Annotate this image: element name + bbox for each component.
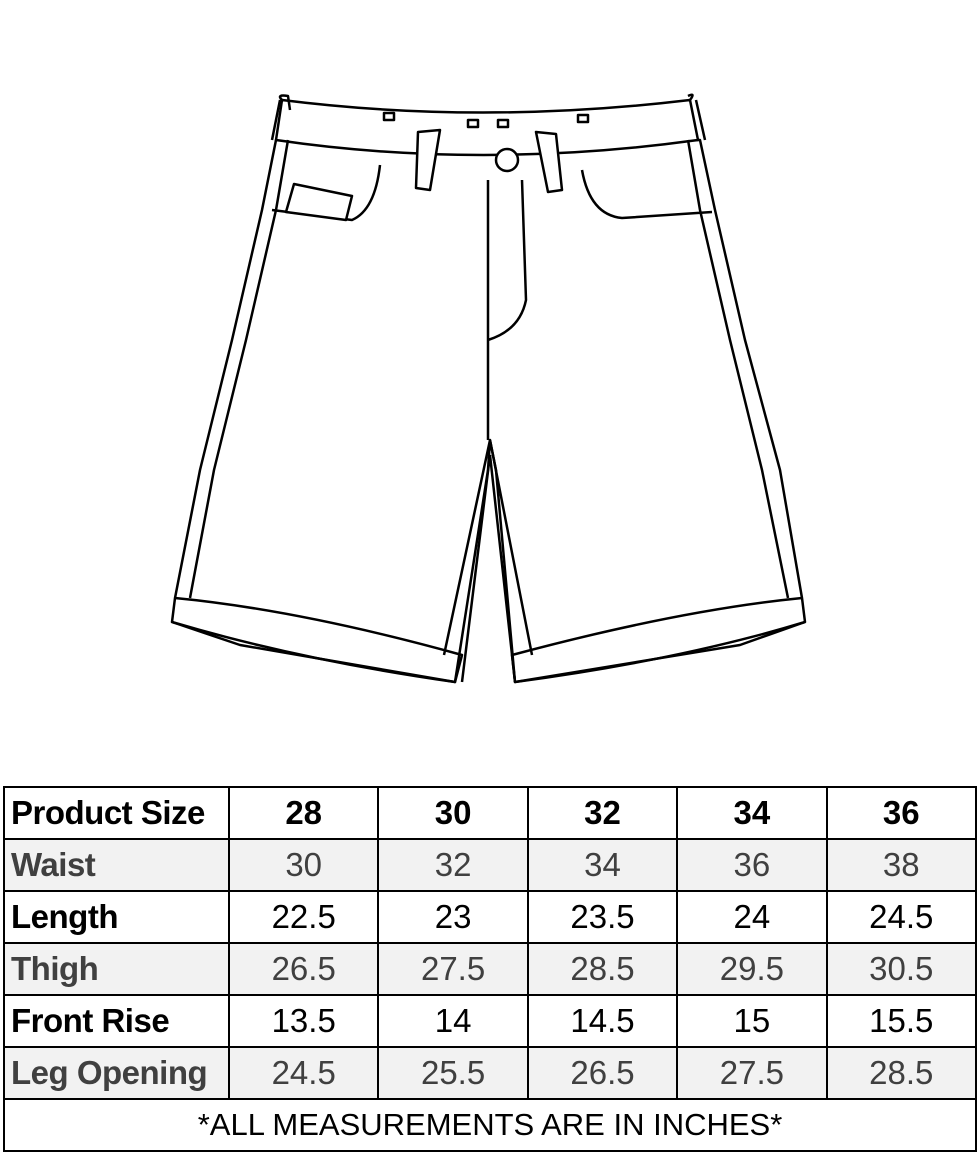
cell: 38: [825, 838, 978, 892]
cell: 24.5: [825, 890, 978, 944]
shorts-illustration: [170, 93, 807, 684]
table-row: Thigh 26.5 27.5 28.5 29.5 30.5: [3, 942, 978, 996]
cell: 28.5: [526, 942, 679, 996]
size-chart-table: Product Size 28 30 32 34 36 Waist 30 32 …: [3, 786, 978, 1152]
measurement-note: *ALL MEASUREMENTS ARE IN INCHES*: [3, 1098, 977, 1152]
table-header-row: Product Size 28 30 32 34 36: [3, 786, 978, 840]
table-row: Length 22.5 23 23.5 24 24.5: [3, 890, 978, 944]
size-header: 34: [676, 786, 828, 840]
cell: 28.5: [825, 1046, 978, 1100]
belt-loop-right: [534, 130, 564, 194]
header-label: Product Size: [3, 786, 230, 840]
size-header: 30: [377, 786, 529, 840]
cell: 13.5: [227, 994, 380, 1048]
size-header: 36: [825, 786, 978, 840]
cell: 23: [377, 890, 529, 944]
row-label: Length: [3, 890, 230, 944]
cell: 36: [676, 838, 828, 892]
button: [494, 147, 520, 173]
cell: 22.5: [227, 890, 380, 944]
waistband: [274, 98, 700, 157]
cell: 27.5: [676, 1046, 828, 1100]
table-row: Front Rise 13.5 14 14.5 15 15.5: [3, 994, 978, 1048]
cell: 30.5: [825, 942, 978, 996]
cell: 15.5: [825, 994, 978, 1048]
cell: 24: [676, 890, 828, 944]
size-header: 28: [227, 786, 380, 840]
cell: 30: [227, 838, 380, 892]
belt-loop-left: [414, 128, 442, 192]
left-pocket: [271, 164, 382, 222]
cell: 23.5: [526, 890, 679, 944]
cell: 25.5: [377, 1046, 529, 1100]
row-label: Front Rise: [3, 994, 230, 1048]
cell: 26.5: [227, 942, 380, 996]
left-cuff: [171, 596, 464, 684]
coin-pocket: [284, 182, 354, 222]
cell: 34: [526, 838, 679, 892]
cell: 15: [676, 994, 828, 1048]
table-row: Waist 30 32 34 36 38: [3, 838, 978, 892]
fly: [486, 179, 528, 440]
cell: 32: [377, 838, 529, 892]
size-header: 32: [526, 786, 679, 840]
row-label: Leg Opening: [3, 1046, 230, 1100]
cell: 27.5: [377, 942, 529, 996]
cell: 14: [377, 994, 529, 1048]
cell: 14.5: [526, 994, 679, 1048]
cell: 24.5: [227, 1046, 380, 1100]
row-label: Thigh: [3, 942, 230, 996]
table-row: Leg Opening 24.5 25.5 26.5 27.5 28.5: [3, 1046, 978, 1100]
cell: 29.5: [676, 942, 828, 996]
row-label: Waist: [3, 838, 230, 892]
cell: 26.5: [526, 1046, 679, 1100]
right-pocket: [580, 169, 713, 220]
table-note-row: *ALL MEASUREMENTS ARE IN INCHES*: [3, 1098, 977, 1152]
